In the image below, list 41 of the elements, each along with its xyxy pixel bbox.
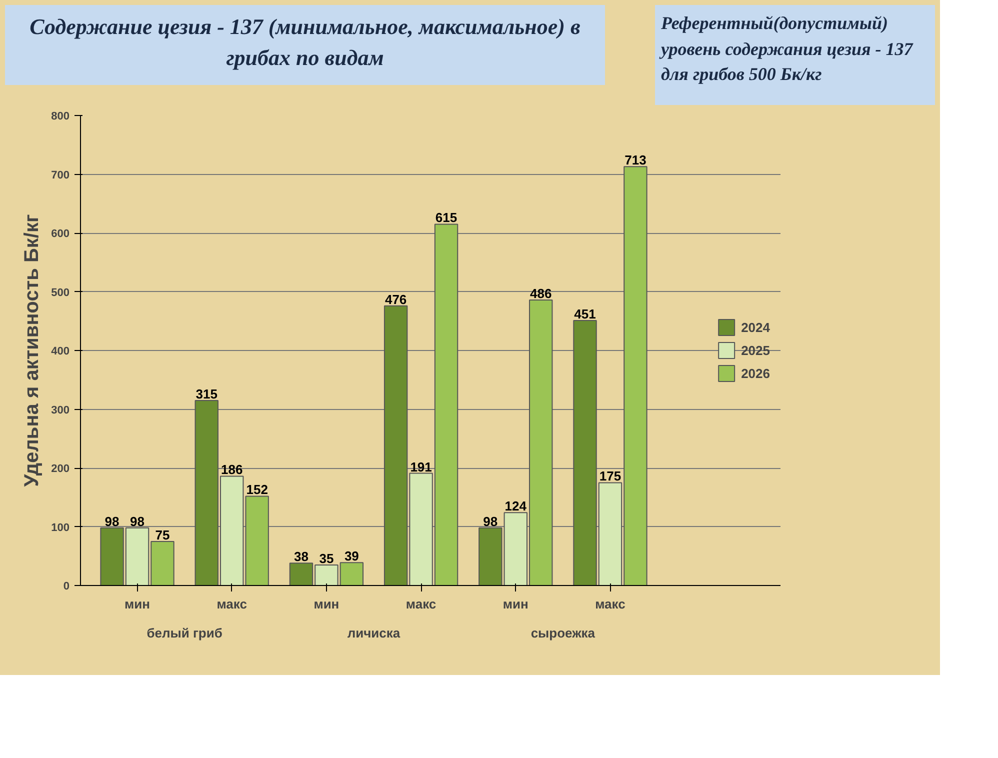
y-tick-label: 800 [51, 110, 70, 122]
chart-title: Содержание цезия - 137 (минимальное, максимальное) в грибах по видам [28, 13, 582, 72]
data-label: 315 [196, 386, 218, 402]
data-label: 98 [104, 514, 120, 529]
text: личиска [347, 626, 401, 640]
data-label: 75 [155, 527, 170, 542]
data-label: 486 [530, 286, 552, 301]
text: белый гриб [146, 626, 222, 640]
data-label: 476 [384, 292, 407, 307]
data-label: 152 [246, 482, 268, 498]
data-label: 186 [221, 462, 243, 478]
data-label: 124 [504, 498, 528, 514]
data-label: 451 [574, 306, 596, 322]
data-label: 98 [130, 514, 144, 529]
y-tick-label: 400 [51, 346, 70, 358]
legend-label: 2024 [741, 320, 770, 334]
data-label: 615 [435, 210, 458, 226]
legend-label: 2026 [741, 366, 770, 380]
x-tick-label: мин [502, 596, 528, 612]
y-axis-title: Удельна я активность Бк/кг [21, 214, 44, 487]
data-label: 713 [624, 152, 646, 168]
y-tick-label: 0 [63, 580, 70, 592]
data-label: 35 [319, 550, 334, 566]
data-label: 98 [483, 514, 498, 529]
data-label: 39 [344, 548, 359, 564]
data-label: 191 [410, 459, 432, 474]
y-tick-label: 200 [51, 463, 70, 475]
x-tick-label: мин [314, 596, 340, 612]
text: сыроежка [530, 626, 596, 640]
y-tick-label: 700 [51, 169, 70, 182]
y-tick-label: 100 [51, 522, 70, 534]
data-label: 175 [599, 468, 622, 484]
x-tick-label: макс [216, 596, 247, 612]
x-tick-label: макс [406, 596, 436, 612]
data-label: 38 [294, 549, 308, 564]
y-tick-label: 500 [51, 286, 70, 299]
text: Референтный(допустимый) уровень содержания цезия - 137 для грибов 500 Бк/кг [661, 12, 914, 86]
x-tick-label: макс [595, 596, 626, 612]
y-tick-label: 300 [51, 404, 70, 416]
x-tick-label: мин [124, 596, 150, 612]
y-tick-label: 600 [51, 228, 70, 240]
